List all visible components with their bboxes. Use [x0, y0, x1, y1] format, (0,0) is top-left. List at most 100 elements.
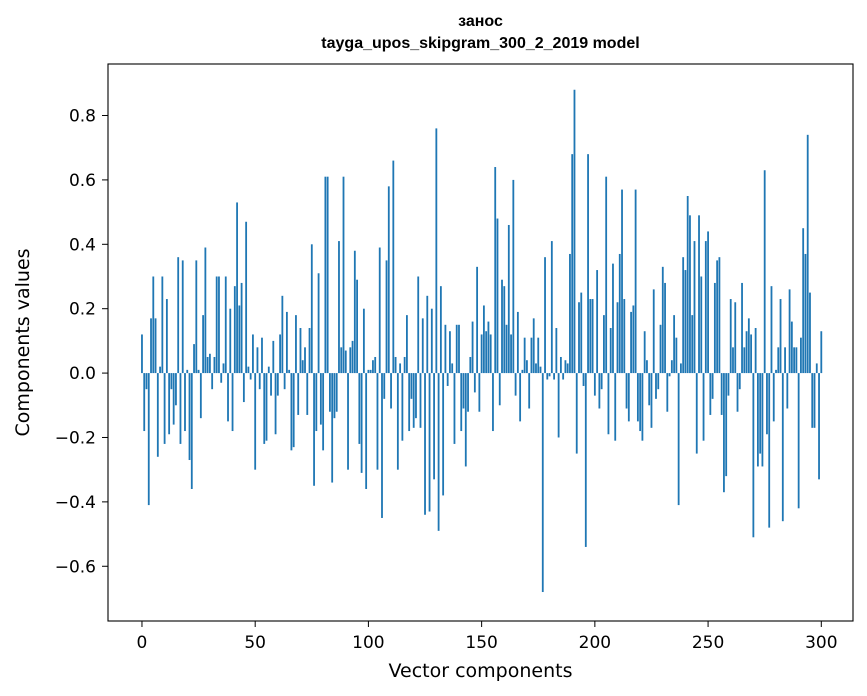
- bar-26: [199, 373, 202, 419]
- bar-260: [729, 299, 732, 374]
- bar-99: [365, 373, 368, 489]
- bar-118: [408, 373, 411, 432]
- bar-130: [435, 128, 438, 374]
- bar-29: [206, 356, 209, 374]
- bar-165: [514, 373, 517, 396]
- bar-77: [315, 373, 318, 432]
- bar-211: [618, 253, 621, 374]
- bar-51: [256, 347, 259, 374]
- bar-43: [238, 305, 241, 374]
- bar-25: [197, 369, 200, 374]
- bar-62: [281, 295, 284, 374]
- y-tick-label: −0.4: [55, 493, 96, 513]
- bar-297: [813, 373, 816, 428]
- bar-194: [580, 292, 583, 374]
- bar-55: [265, 373, 268, 441]
- bar-214: [625, 373, 628, 409]
- bar-212: [621, 189, 623, 374]
- bar-147: [473, 373, 476, 393]
- bar-263: [736, 373, 739, 412]
- bar-267: [745, 331, 748, 374]
- y-tick-label: 0.8: [69, 107, 96, 127]
- bar-66: [290, 373, 293, 451]
- bar-234: [670, 360, 673, 374]
- bar-33: [215, 276, 218, 374]
- bar-39: [229, 308, 232, 374]
- bar-116: [403, 356, 406, 374]
- bar-196: [584, 373, 587, 547]
- chart-subtitle: tayga_upos_skipgram_300_2_2019 model: [321, 35, 640, 52]
- bar-64: [285, 311, 288, 374]
- bar-246: [698, 215, 700, 374]
- bar-162: [507, 224, 510, 374]
- bar-237: [677, 373, 680, 506]
- bar-153: [487, 321, 490, 374]
- bar-296: [811, 373, 814, 428]
- bar-243: [691, 315, 694, 374]
- bar-242: [689, 215, 691, 374]
- bar-251: [709, 373, 712, 415]
- bar-208: [612, 263, 614, 374]
- bar-84: [331, 373, 334, 483]
- bar-171: [528, 373, 531, 409]
- bar-278: [770, 286, 773, 374]
- bar-172: [530, 337, 533, 374]
- bar-109: [387, 186, 390, 374]
- bar-287: [790, 321, 793, 374]
- bar-203: [600, 373, 603, 390]
- bar-199: [591, 299, 594, 374]
- bar-182: [553, 373, 555, 380]
- bar-47: [247, 366, 250, 374]
- bar-7: [156, 373, 159, 457]
- bar-238: [679, 363, 682, 374]
- y-tick-label: 0.2: [69, 300, 96, 320]
- bar-221: [641, 373, 644, 441]
- bar-17: [179, 373, 182, 444]
- bar-173: [532, 318, 535, 374]
- x-axis: 0 50 100 150 200 250 300: [137, 621, 838, 653]
- bar-115: [401, 373, 404, 441]
- bar-218: [634, 189, 637, 374]
- bar-157: [496, 218, 499, 374]
- bar-48: [249, 373, 252, 380]
- bar-161: [505, 324, 508, 374]
- bar-224: [648, 373, 651, 406]
- bar-210: [616, 302, 619, 374]
- bar-136: [449, 331, 451, 374]
- bar-128: [430, 308, 433, 374]
- bar-159: [501, 279, 503, 374]
- bar-280: [775, 369, 777, 374]
- bar-257: [723, 373, 725, 493]
- bar-179: [546, 373, 549, 380]
- bar-286: [788, 289, 791, 374]
- bar-20: [186, 369, 189, 374]
- bar-133: [442, 373, 445, 496]
- bar-138: [453, 373, 456, 444]
- x-tick-label: 250: [692, 633, 724, 653]
- bar-82: [326, 176, 329, 374]
- bar-19: [184, 373, 186, 432]
- bar-122: [417, 276, 420, 374]
- bar-283: [781, 373, 784, 522]
- bar-241: [686, 196, 689, 374]
- bar-139: [455, 324, 458, 374]
- bar-132: [439, 286, 442, 374]
- bar-73: [306, 373, 309, 415]
- bar-144: [467, 373, 469, 412]
- bar-167: [519, 373, 522, 422]
- bar-222: [643, 331, 646, 374]
- bar-107: [383, 373, 386, 399]
- bar-201: [596, 270, 599, 374]
- bar-104: [376, 373, 379, 470]
- bar-227: [655, 373, 657, 399]
- bar-24: [195, 260, 198, 374]
- x-tick-label: 300: [805, 633, 837, 653]
- bar-187: [564, 360, 567, 374]
- bar-245: [695, 373, 698, 454]
- bar-230: [661, 266, 664, 374]
- bar-197: [587, 154, 589, 374]
- y-axis: −0.6 −0.4 −0.2 0.0 0.2 0.4 0.6 0.8: [55, 107, 108, 577]
- bar-27: [202, 315, 205, 374]
- bar-293: [804, 253, 807, 374]
- bar-213: [623, 299, 626, 374]
